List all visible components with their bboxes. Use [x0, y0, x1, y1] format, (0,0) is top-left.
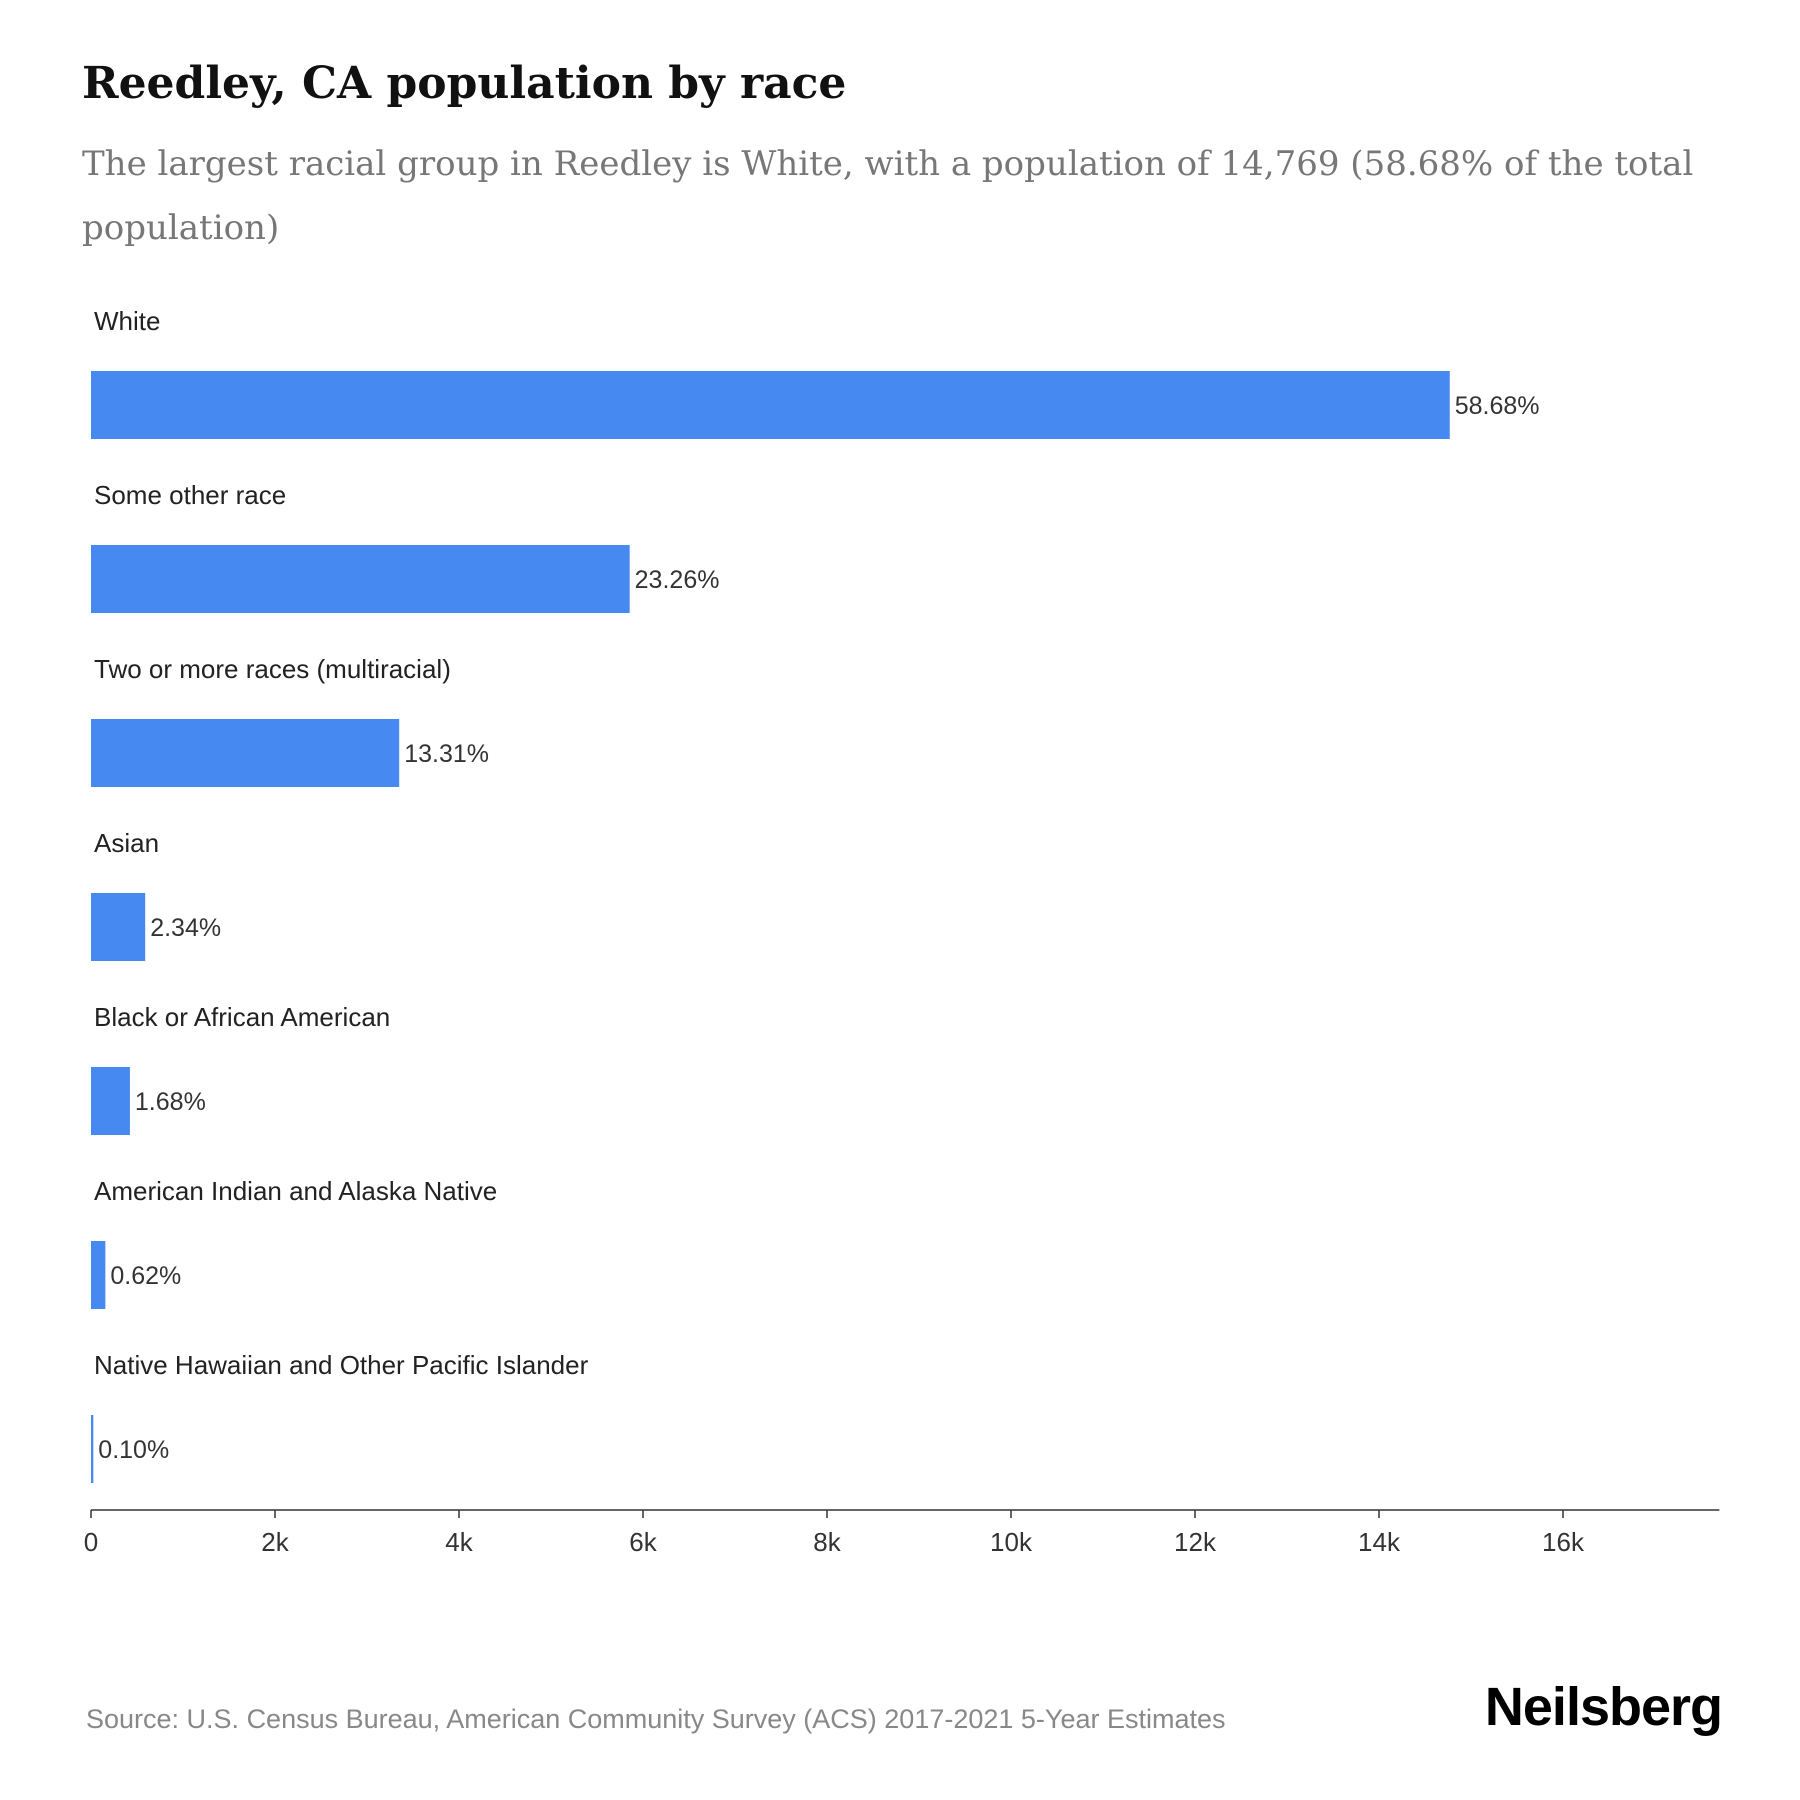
brand-logo: Neilsberg [1484, 1677, 1723, 1737]
category-label: Native Hawaiian and Other Pacific Island… [94, 1350, 589, 1380]
source-note: Source: U.S. Census Bureau, American Com… [86, 1704, 1226, 1734]
x-tick-label: 12k [1174, 1527, 1217, 1557]
x-tick-label: 6k [629, 1527, 657, 1557]
bar-group: White 58.68% Some other race 23.26% Two or m… [91, 306, 1540, 1483]
value-label: 23.26% [635, 566, 720, 594]
x-tick-label: 2k [261, 1527, 289, 1557]
x-tick-label: 8k [813, 1527, 841, 1557]
value-label: 13.31% [404, 740, 489, 768]
value-label: 2.34% [150, 914, 221, 942]
bar [91, 1415, 94, 1483]
category-label: Two or more races (multiracial) [94, 654, 451, 684]
chart-title: Reedley, CA population by race [82, 58, 847, 109]
x-tick-label: 10k [990, 1527, 1033, 1557]
bar [91, 371, 1450, 439]
value-label: 0.10% [98, 1436, 169, 1464]
value-label: 0.62% [110, 1262, 181, 1290]
bar [91, 893, 146, 961]
bar [91, 545, 630, 613]
x-tick-label: 14k [1358, 1527, 1401, 1557]
x-tick-label: 4k [445, 1527, 473, 1557]
x-axis: 0 2k 4k 6k 8k 10k 12k 14k 16k [84, 1509, 1720, 1557]
bar [91, 719, 400, 787]
bar [91, 1067, 130, 1135]
category-label: Black or African American [94, 1002, 390, 1032]
category-label: Asian [94, 828, 159, 858]
category-label: White [94, 306, 160, 336]
bar [91, 1241, 106, 1309]
category-label: American Indian and Alaska Native [94, 1176, 497, 1206]
value-label: 58.68% [1455, 392, 1540, 420]
x-tick-label: 16k [1542, 1527, 1585, 1557]
category-label: Some other race [94, 480, 286, 510]
value-label: 1.68% [135, 1088, 206, 1116]
x-tick-label: 0 [84, 1527, 98, 1557]
chart-subtitle: The largest racial group in Reedley is W… [82, 144, 1694, 248]
